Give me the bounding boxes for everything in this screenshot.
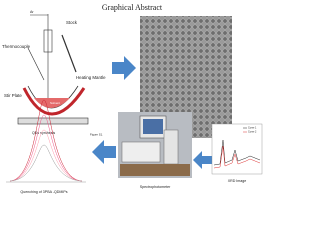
apparatus-drawing [17,14,89,125]
label-ar: Ar [30,10,34,14]
pc-tower [163,129,179,165]
graphical-abstract: Graphical Abstract Ar Stock Thermocouple… [2,3,263,194]
label-solvent: Solvent [50,101,60,105]
solvent-fill [34,98,70,108]
stir-plate [17,117,89,125]
quench-label: Quenching of 3PBA -QDMIPs [20,190,67,194]
spectro-label: Spectrophotometer [140,185,171,189]
condenser [43,29,53,53]
screen [143,119,163,134]
figure-note: Figure S1. [90,133,103,137]
quenching-plot [6,99,86,183]
quench-curve-2 [9,114,83,182]
flask [27,85,79,109]
quench-curve-3 [9,129,83,182]
quench-curve-4 [9,144,83,182]
arrow-left-2 [92,140,116,164]
xrd-label: XRD Image [228,179,247,183]
xrd-curve-1 [213,139,261,166]
xrd-legend-1: Curve 1 [248,127,257,130]
label-thermocouple: Thermocouple [2,44,31,49]
label-stir-plate: Stir Plate [4,93,22,98]
xrd-curve-2 [213,145,261,169]
syringe [61,34,77,73]
title: Graphical Abstract [102,3,163,12]
page: Graphical Abstract Ar Stock Thermocouple… [2,2,263,194]
heating-mantle [22,87,86,116]
label-stock: Stock [66,20,78,25]
instrument [121,141,161,163]
xrd-plot [211,123,263,175]
apparatus-caption: QDs synthesis [32,131,55,135]
xrd-legend-2: Curve 2 [248,131,257,134]
arrow-left-1 [193,151,212,169]
quench-curve-1 [9,99,83,182]
arrow-right [112,56,136,80]
label-heating-mantle: Heating Mantle [76,75,106,80]
spectrophotometer-photo [118,112,192,178]
desk [120,164,190,176]
thermocouple [27,47,45,81]
